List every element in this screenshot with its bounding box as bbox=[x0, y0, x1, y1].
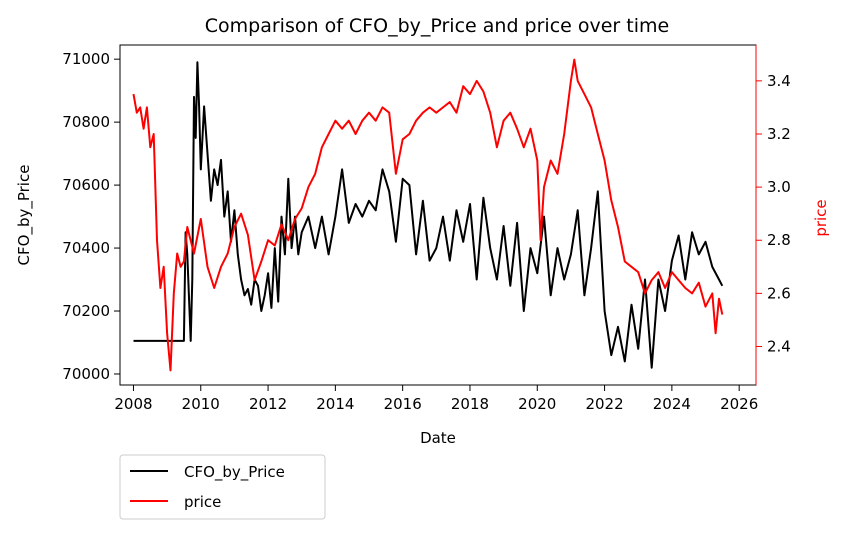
x-tick-label: 2014 bbox=[316, 395, 354, 413]
x-tick-label: 2008 bbox=[114, 395, 152, 413]
left-y-tick-label: 70000 bbox=[62, 365, 110, 383]
legend-box bbox=[119, 454, 326, 520]
legend-label-price: price bbox=[184, 493, 221, 511]
right-y-tick-label: 2.8 bbox=[767, 231, 791, 249]
left-y-tick-label: 70800 bbox=[62, 113, 110, 131]
right-y-tick-label: 3.0 bbox=[767, 178, 791, 196]
x-tick-label: 2012 bbox=[249, 395, 287, 413]
left-y-tick-label: 70600 bbox=[62, 176, 110, 194]
legend: CFO_by_Price price bbox=[119, 454, 326, 520]
plot-frame bbox=[119, 44, 757, 386]
legend-label-cfo: CFO_by_Price bbox=[184, 463, 285, 482]
left-y-axis-label: CFO_by_Price bbox=[15, 165, 34, 266]
right-y-tick-label: 3.4 bbox=[767, 72, 791, 90]
left-y-tick-label: 71000 bbox=[62, 50, 110, 68]
series-line-price bbox=[132, 58, 724, 372]
right-y-tick-label: 3.2 bbox=[767, 125, 791, 143]
x-tick-label: 2016 bbox=[384, 395, 422, 413]
right-y-axis-label: price bbox=[812, 199, 830, 236]
right-y-tick-label: 2.6 bbox=[767, 284, 791, 302]
plot-lines bbox=[132, 58, 724, 372]
left-y-axis-ticks: 70000 70200 70400 70600 70800 71000 bbox=[62, 50, 120, 383]
x-tick-label: 2022 bbox=[585, 395, 623, 413]
left-y-tick-label: 70400 bbox=[62, 239, 110, 257]
x-axis-ticks: 2008 2010 2012 2014 2016 2018 2020 2022 2024 2026 bbox=[114, 385, 758, 413]
right-y-tick-label: 2.4 bbox=[767, 337, 791, 355]
left-y-tick-label: 70200 bbox=[62, 302, 110, 320]
x-tick-label: 2024 bbox=[653, 395, 691, 413]
chart-title: Comparison of CFO_by_Price and price ove… bbox=[205, 15, 669, 37]
right-y-axis-ticks: 2.4 2.6 2.8 3.0 3.2 3.4 bbox=[756, 72, 791, 355]
x-tick-label: 2010 bbox=[182, 395, 220, 413]
x-tick-label: 2020 bbox=[518, 395, 556, 413]
x-tick-label: 2026 bbox=[720, 395, 758, 413]
x-axis-label: Date bbox=[420, 429, 456, 447]
series-line-cfo-by-price bbox=[133, 61, 724, 369]
x-tick-label: 2018 bbox=[451, 395, 489, 413]
